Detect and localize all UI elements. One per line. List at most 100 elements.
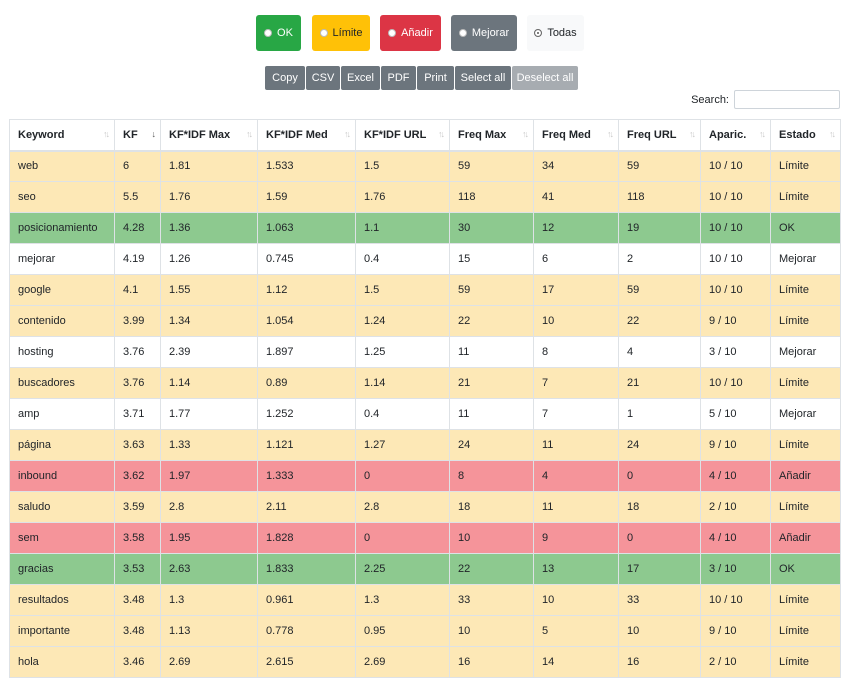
sort-icon: ↑↓ bbox=[689, 129, 696, 139]
table-cell: OK bbox=[770, 212, 841, 244]
print-button[interactable]: Print bbox=[417, 66, 454, 90]
table-cell: 0 bbox=[618, 460, 701, 492]
table-cell: 18 bbox=[449, 491, 534, 523]
table-cell: 2 / 10 bbox=[700, 646, 771, 678]
table-cell: 1.34 bbox=[160, 305, 258, 337]
column-header-freq-url[interactable]: Freq URL ↑↓ bbox=[618, 119, 701, 152]
column-header-freq-med[interactable]: Freq Med ↑↓ bbox=[533, 119, 619, 152]
table-cell: 59 bbox=[449, 274, 534, 306]
pdf-button[interactable]: PDF bbox=[381, 66, 416, 90]
table-cell: 0.778 bbox=[257, 615, 356, 647]
table-row[interactable]: inbound 3.62 1.97 1.333 0 8 4 0 4 / 10 Añadir bbox=[9, 460, 841, 492]
table-cell: 10 bbox=[449, 615, 534, 647]
table-row[interactable]: buscadores 3.76 1.14 0.89 1.14 21 7 21 10 / 10 Lí… bbox=[9, 367, 841, 399]
table-cell: inbound bbox=[9, 460, 115, 492]
table-cell: 0.961 bbox=[257, 584, 356, 616]
search-label: Search: bbox=[691, 93, 729, 106]
table-row[interactable]: contenido 3.99 1.34 1.054 1.24 22 10 22 9 / 10 Lí… bbox=[9, 305, 841, 337]
table-cell: 6 bbox=[114, 150, 161, 182]
table-row[interactable]: seo 5.5 1.76 1.59 1.76 118 41 118 10 / 10 Límite bbox=[9, 181, 841, 213]
table-cell: 11 bbox=[533, 429, 619, 461]
table-row[interactable]: google 4.1 1.55 1.12 1.5 59 17 59 10 / 10 Límite bbox=[9, 274, 841, 306]
table-row[interactable]: importante 3.48 1.13 0.778 0.95 10 5 10 9 / 10 Lí… bbox=[9, 615, 841, 647]
table-cell: 0.4 bbox=[355, 398, 450, 430]
table-cell: sem bbox=[9, 522, 115, 554]
column-header-aparic[interactable]: Aparic. ↑↓ bbox=[700, 119, 771, 152]
search-box: Search: bbox=[691, 90, 840, 109]
table-cell: 11 bbox=[533, 491, 619, 523]
table-cell: 2.8 bbox=[160, 491, 258, 523]
column-header-label: KF*IDF Med bbox=[266, 128, 328, 141]
filter-anadir-button[interactable]: Añadir bbox=[380, 15, 441, 51]
table-row[interactable]: posicionamiento 4.28 1.36 1.063 1.1 30 12 19 10 … bbox=[9, 212, 841, 244]
table-cell: 9 / 10 bbox=[700, 429, 771, 461]
table-cell: 1.27 bbox=[355, 429, 450, 461]
table-cell: 2.69 bbox=[160, 646, 258, 678]
table-row[interactable]: mejorar 4.19 1.26 0.745 0.4 15 6 2 10 / 10 Mejora… bbox=[9, 243, 841, 275]
column-header-kf-idf-url[interactable]: KF*IDF URL ↑↓ bbox=[355, 119, 450, 152]
column-header-freq-max[interactable]: Freq Max ↑↓ bbox=[449, 119, 534, 152]
table-row[interactable]: página 3.63 1.33 1.121 1.27 24 11 24 9 / 10 Límit… bbox=[9, 429, 841, 461]
table-cell: OK bbox=[770, 553, 841, 585]
table-cell: 3.53 bbox=[114, 553, 161, 585]
table-row[interactable]: sem 3.58 1.95 1.828 0 10 9 0 4 / 10 Añadir bbox=[9, 522, 841, 554]
table-cell: 1.24 bbox=[355, 305, 450, 337]
table-row[interactable]: resultados 3.48 1.3 0.961 1.3 33 10 33 10 / 10 Lí… bbox=[9, 584, 841, 616]
column-header-kf[interactable]: KF ↓ bbox=[114, 119, 161, 152]
filter-limite-button[interactable]: Límite bbox=[312, 15, 370, 51]
table-cell: 14 bbox=[533, 646, 619, 678]
filter-ok-button[interactable]: OK bbox=[256, 15, 301, 51]
table-cell: 3.46 bbox=[114, 646, 161, 678]
table-row[interactable]: saludo 3.59 2.8 2.11 2.8 18 11 18 2 / 10 Límite bbox=[9, 491, 841, 523]
excel-button[interactable]: Excel bbox=[341, 66, 380, 90]
table-cell: 0.745 bbox=[257, 243, 356, 275]
table-cell: 0.95 bbox=[355, 615, 450, 647]
table-cell: 10 / 10 bbox=[700, 181, 771, 213]
table-cell: 3 / 10 bbox=[700, 553, 771, 585]
column-header-kf-idf-max[interactable]: KF*IDF Max ↑↓ bbox=[160, 119, 258, 152]
table-row[interactable]: web 6 1.81 1.533 1.5 59 34 59 10 / 10 Límite bbox=[9, 150, 841, 182]
column-header-estado[interactable]: Estado ↑↓ bbox=[770, 119, 841, 152]
table-cell: 10 / 10 bbox=[700, 367, 771, 399]
filter-mejorar-button[interactable]: Mejorar bbox=[451, 15, 517, 51]
table-cell: 1.26 bbox=[160, 243, 258, 275]
select-all-button[interactable]: Select all bbox=[455, 66, 511, 90]
sort-icon: ↑↓ bbox=[607, 129, 614, 139]
table-cell: Límite bbox=[770, 429, 841, 461]
table-cell: seo bbox=[9, 181, 115, 213]
table-cell: 118 bbox=[449, 181, 534, 213]
copy-button[interactable]: Copy bbox=[265, 66, 305, 90]
keyword-table: Keyword ↑↓ KF ↓ KF*IDF Max ↑↓ KF*IDF Med ↑↓ KF*I… bbox=[9, 119, 841, 678]
table-cell: 17 bbox=[618, 553, 701, 585]
table-cell: 4 / 10 bbox=[700, 522, 771, 554]
column-header-kf-idf-med[interactable]: KF*IDF Med ↑↓ bbox=[257, 119, 356, 152]
table-cell: 10 / 10 bbox=[700, 274, 771, 306]
table-cell: 4 bbox=[618, 336, 701, 368]
table-cell: 3 / 10 bbox=[700, 336, 771, 368]
column-header-keyword[interactable]: Keyword ↑↓ bbox=[9, 119, 115, 152]
table-cell: 1.81 bbox=[160, 150, 258, 182]
table-cell: 4 / 10 bbox=[700, 460, 771, 492]
table-cell: 1 bbox=[618, 398, 701, 430]
table-cell: resultados bbox=[9, 584, 115, 616]
table-cell: 11 bbox=[449, 398, 534, 430]
filter-todas-button[interactable]: Todas bbox=[527, 15, 584, 51]
table-cell: 1.3 bbox=[160, 584, 258, 616]
column-header-label: Keyword bbox=[18, 128, 65, 141]
table-cell: Límite bbox=[770, 646, 841, 678]
table-cell: importante bbox=[9, 615, 115, 647]
table-row[interactable]: gracias 3.53 2.63 1.833 2.25 22 13 17 3 / 10 OK bbox=[9, 553, 841, 585]
csv-button[interactable]: CSV bbox=[306, 66, 340, 90]
table-row[interactable]: amp 3.71 1.77 1.252 0.4 11 7 1 5 / 10 Mejorar bbox=[9, 398, 841, 430]
sort-icon: ↑↓ bbox=[344, 129, 351, 139]
table-row[interactable]: hosting 3.76 2.39 1.897 1.25 11 8 4 3 / 10 Mejora… bbox=[9, 336, 841, 368]
table-cell: 59 bbox=[449, 150, 534, 182]
table-cell: Límite bbox=[770, 584, 841, 616]
search-input[interactable] bbox=[734, 90, 840, 109]
table-cell: google bbox=[9, 274, 115, 306]
table-cell: 1.33 bbox=[160, 429, 258, 461]
table-cell: 10 bbox=[449, 522, 534, 554]
table-row[interactable]: hola 3.46 2.69 2.615 2.69 16 14 16 2 / 10 Límite bbox=[9, 646, 841, 678]
deselect-all-button[interactable]: Deselect all bbox=[512, 66, 578, 90]
table-cell: 17 bbox=[533, 274, 619, 306]
